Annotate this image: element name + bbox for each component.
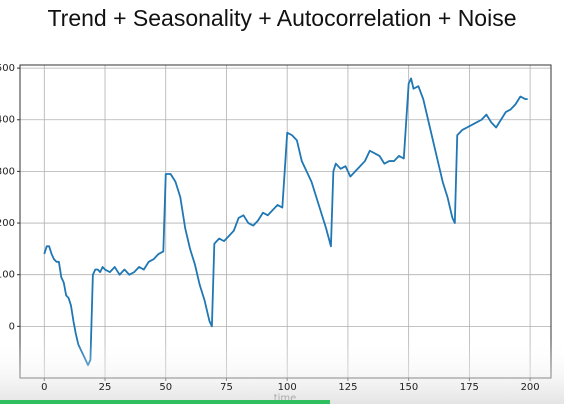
y-tick-label: 500: [0, 63, 15, 74]
video-overlay: [0, 340, 564, 404]
x-tick-label: 125: [338, 382, 357, 393]
plot-area: [20, 65, 551, 378]
x-tick-label: 50: [159, 382, 172, 393]
y-tick-label: 300: [0, 166, 15, 177]
y-tick-label: 400: [0, 115, 15, 126]
y-tick-label: 100: [0, 270, 15, 281]
y-tick-label: 0: [9, 321, 15, 332]
chart-title: Trend + Seasonality + Autocorrelation + …: [47, 5, 516, 31]
x-tick-label: 100: [278, 382, 297, 393]
x-tick-label: 200: [521, 382, 540, 393]
y-tick-label: 200: [0, 218, 15, 229]
data-line: [43, 77, 528, 366]
x-tick-label: 150: [399, 382, 418, 393]
x-tick-label: 0: [41, 382, 47, 393]
x-tick-label: 75: [220, 382, 233, 393]
x-tick-label: 25: [99, 382, 112, 393]
progress-bar: [0, 400, 330, 404]
x-tick-label: 175: [460, 382, 479, 393]
